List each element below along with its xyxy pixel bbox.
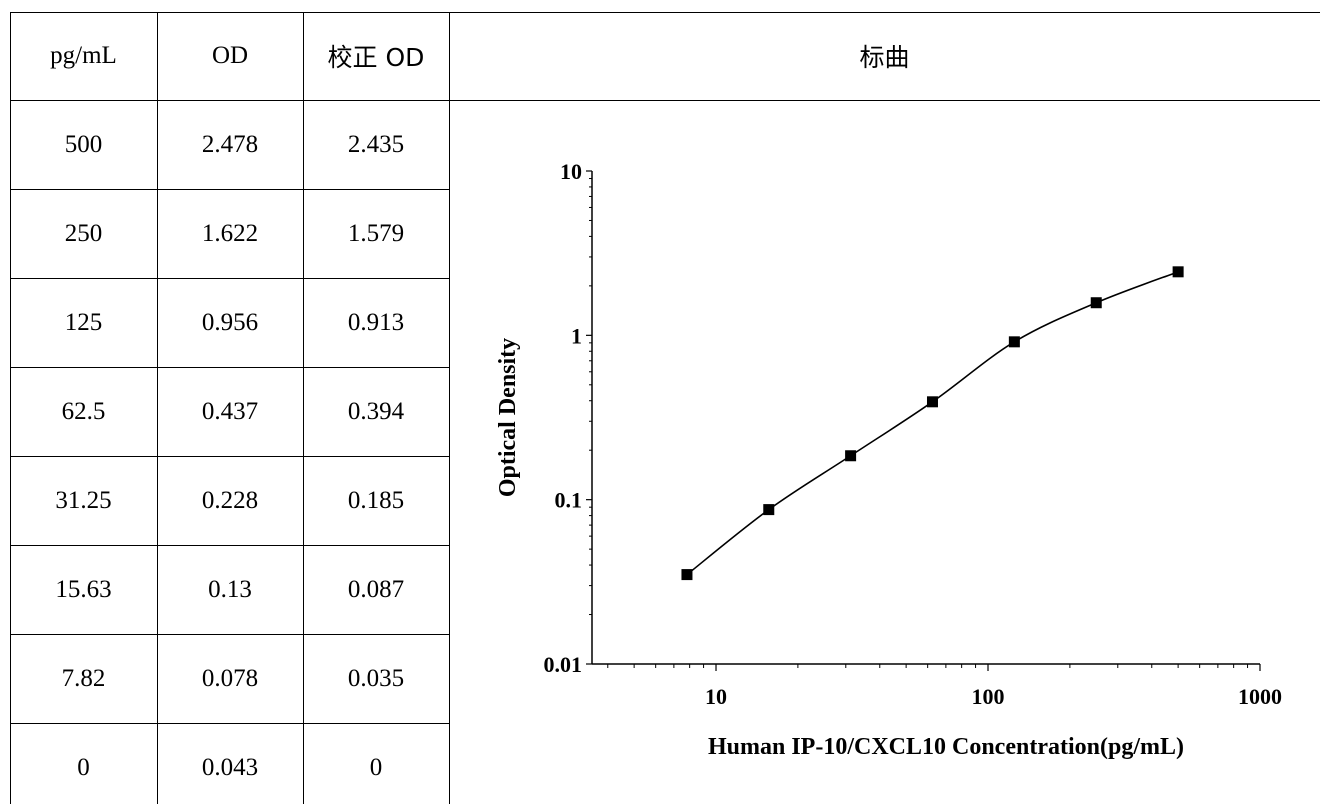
cell-concentration: 250 — [64, 219, 103, 247]
table-row-divider — [10, 189, 449, 190]
table-row-divider — [10, 723, 449, 724]
y-tick-label: 0.01 — [544, 652, 583, 677]
table-column-line — [157, 12, 158, 804]
cell-corrected-od: 0.035 — [347, 664, 405, 692]
cell-od: 0.228 — [201, 486, 259, 514]
x-tick-label: 100 — [972, 684, 1005, 709]
table-row-divider — [10, 278, 449, 279]
data-point-marker — [1090, 297, 1102, 309]
cell-concentration: 15.63 — [55, 575, 112, 603]
cell-concentration: 31.25 — [55, 486, 112, 514]
table-row-divider — [10, 545, 449, 546]
cell-concentration: 500 — [64, 130, 103, 158]
data-point-marker — [681, 569, 693, 581]
cell-corrected-od: 0.394 — [347, 397, 405, 425]
cell-od: 0.437 — [201, 397, 259, 425]
y-axis-label: Optical Density — [495, 338, 521, 497]
x-axis-label: Human IP-10/CXCL10 Concentration(pg/mL) — [708, 734, 1184, 760]
cell-corrected-od: 0.087 — [347, 575, 405, 603]
cell-concentration: 7.82 — [61, 664, 106, 692]
header-standard-curve: 标曲 — [859, 43, 910, 72]
header-concentration: pg/mL — [50, 42, 117, 69]
cell-od: 0.078 — [201, 664, 259, 692]
data-point-marker — [1172, 266, 1184, 278]
cell-od: 0.13 — [208, 575, 252, 603]
data-point-marker — [1008, 336, 1020, 348]
cell-corrected-od: 1.579 — [347, 219, 405, 247]
y-tick-label: 0.1 — [555, 488, 583, 513]
series-line — [686, 271, 1179, 576]
x-tick-label: 1000 — [1238, 684, 1282, 709]
table-column-line — [303, 12, 304, 804]
cell-od: 2.478 — [201, 130, 259, 158]
header-corrected-od: 校正 OD — [327, 43, 425, 72]
cell-od: 0.043 — [201, 753, 259, 781]
table-column-line — [10, 12, 11, 804]
y-tick-label: 10 — [560, 159, 582, 184]
table-header-divider — [10, 100, 1320, 101]
table-top-border — [10, 12, 1320, 13]
cell-od: 0.956 — [201, 308, 259, 336]
table-row-divider — [10, 634, 449, 635]
data-point-marker — [845, 450, 857, 462]
table-column-line — [449, 12, 450, 804]
cell-concentration: 62.5 — [61, 397, 106, 425]
table-row-divider — [10, 456, 449, 457]
data-point-marker — [763, 504, 775, 516]
cell-od: 1.622 — [201, 219, 259, 247]
cell-corrected-od: 0.913 — [347, 308, 405, 336]
cell-corrected-od: 2.435 — [347, 130, 405, 158]
cell-corrected-od: 0.185 — [347, 486, 405, 514]
cell-concentration: 0 — [77, 753, 90, 781]
cell-corrected-od: 0 — [369, 753, 383, 781]
data-point-marker — [926, 396, 938, 408]
header-od: OD — [211, 42, 249, 69]
table-row-divider — [10, 367, 449, 368]
standard-curve-chart: 0.01 0.1 1 10 10 100 1000 Human IP-10/CXCL10 Co… — [495, 159, 1282, 760]
cell-concentration: 125 — [64, 308, 103, 336]
y-tick-label: 1 — [571, 323, 582, 348]
x-tick-label: 10 — [705, 684, 727, 709]
